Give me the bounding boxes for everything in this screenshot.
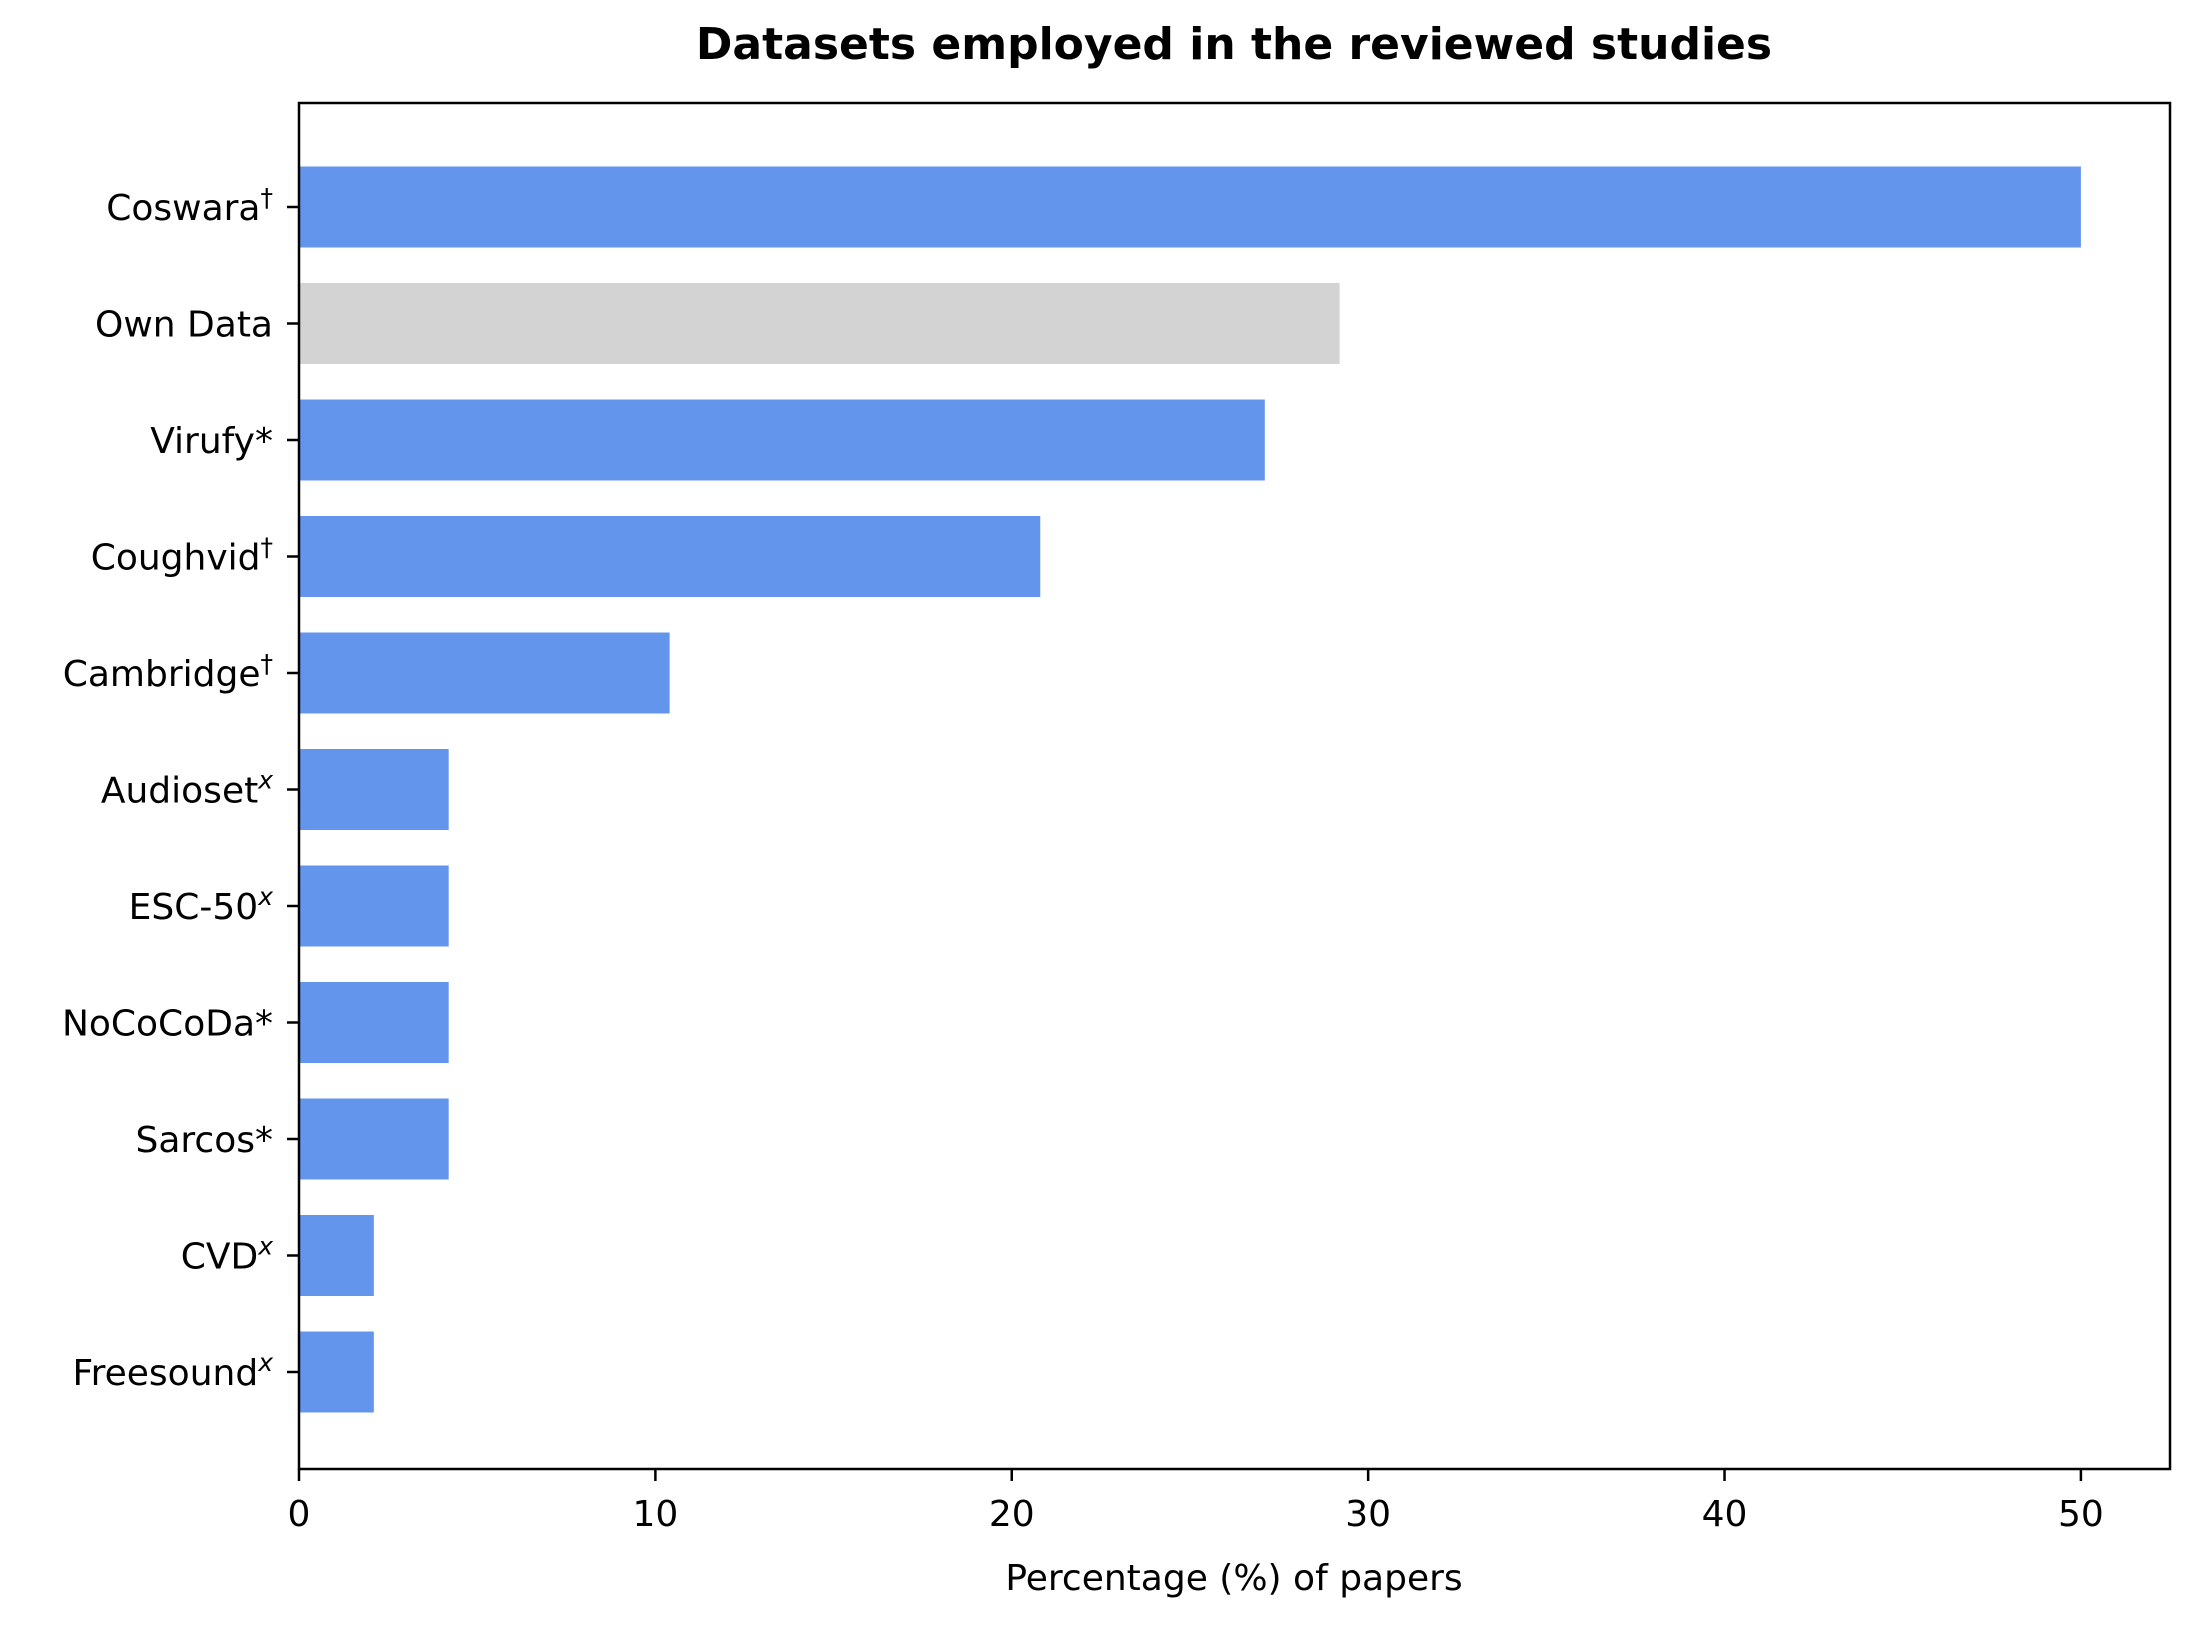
plot-frame xyxy=(297,101,2172,1471)
bar-freesound xyxy=(299,1331,374,1413)
y-tick-label-cambridge: Cambridge† xyxy=(63,649,273,695)
bar-own-data xyxy=(299,283,1340,364)
x-axis-ticks: 0 10 20 30 40 50 xyxy=(288,1469,2104,1535)
bar-coughvid xyxy=(299,516,1041,597)
bar-sarcos xyxy=(299,1098,449,1180)
y-tick-label-audioset: Audiosetx xyxy=(101,766,273,812)
y-tick-label-own-data: Own Data xyxy=(95,305,273,346)
bar-cvd xyxy=(299,1215,374,1296)
bar-esc-50 xyxy=(299,865,449,947)
y-tick-label-esc-50: ESC-50x xyxy=(129,882,274,928)
x-tick-label-10: 10 xyxy=(632,1494,678,1535)
y-tick-label-coughvid: Coughvid† xyxy=(91,533,273,579)
x-tick-label-30: 30 xyxy=(1345,1494,1391,1535)
y-tick-label-cvd: CVDx xyxy=(181,1232,273,1278)
x-tick-label-50: 50 xyxy=(2058,1494,2104,1535)
x-axis-label: Percentage (%) of papers xyxy=(1005,1558,1462,1599)
bar-nococoda xyxy=(299,982,449,1063)
bar-audioset xyxy=(299,749,449,830)
x-tick-label-40: 40 xyxy=(1702,1494,1748,1535)
y-axis-ticks: Coswara† Own Data Virufy* Coughvid† Cambridg… xyxy=(62,183,299,1394)
y-tick-label-nococoda: NoCoCoDa* xyxy=(62,1004,273,1045)
bar-virufy xyxy=(299,399,1265,481)
y-tick-label-coswara: Coswara† xyxy=(106,183,273,229)
x-tick-label-0: 0 xyxy=(288,1494,311,1535)
y-tick-label-freesound: Freesoundx xyxy=(73,1348,274,1394)
y-tick-label-sarcos: Sarcos* xyxy=(136,1120,274,1161)
bars-layer xyxy=(299,166,2081,1413)
y-tick-label-virufy: Virufy* xyxy=(150,421,273,462)
chart-title: Datasets employed in the reviewed studie… xyxy=(696,19,1772,70)
x-tick-label-20: 20 xyxy=(989,1494,1035,1535)
bar-cambridge xyxy=(299,632,670,714)
bar-coswara xyxy=(299,166,2081,248)
